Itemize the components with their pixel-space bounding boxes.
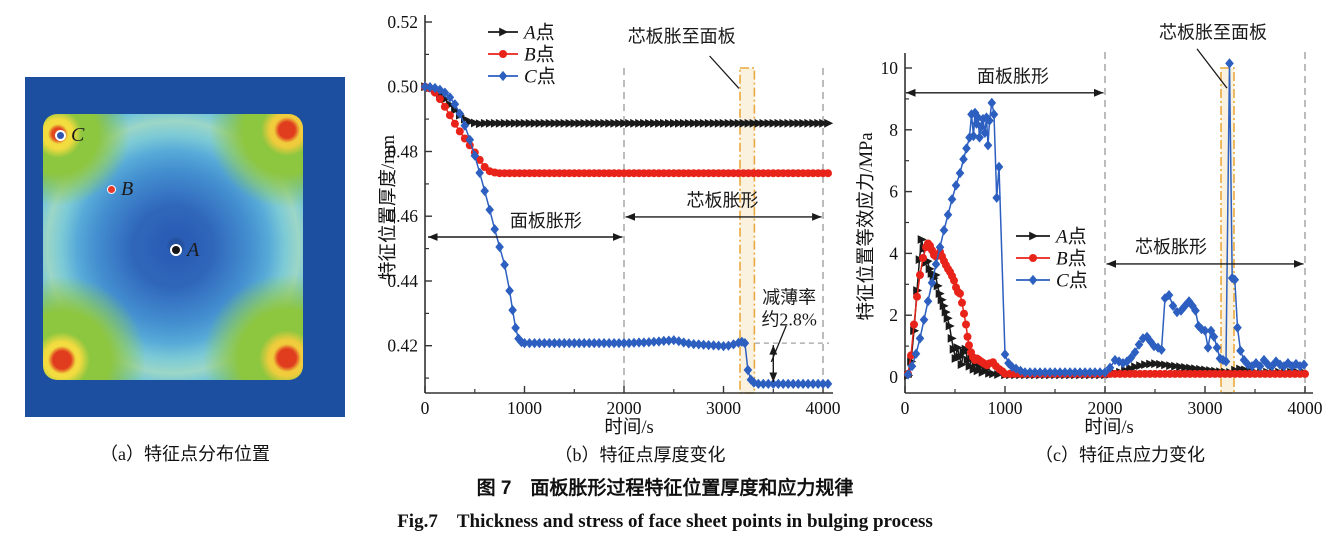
svg-text:0.44: 0.44 — [387, 271, 418, 291]
svg-text:8: 8 — [889, 120, 898, 140]
annotation-text: 面板胀形 — [510, 211, 582, 231]
point-marker-b: B — [107, 179, 133, 199]
point-a-dot — [170, 244, 182, 256]
annotation-text: 减薄率 — [762, 288, 816, 308]
svg-text:C点: C点 — [1056, 270, 1088, 292]
svg-text:0: 0 — [421, 398, 430, 418]
point-a-label: A — [187, 239, 200, 261]
svg-text:0: 0 — [901, 398, 910, 418]
svg-text:0.52: 0.52 — [387, 12, 418, 32]
legend-entry-A: A点 — [1016, 226, 1087, 248]
annotation-text: 面板胀形 — [977, 67, 1049, 87]
svg-text:3000: 3000 — [1188, 398, 1223, 418]
point-marker-c: C — [55, 125, 84, 145]
panel-b-caption: （b）特征点厚度变化 — [554, 445, 726, 465]
annotation-text: 芯板胀至面板 — [628, 27, 736, 47]
svg-text:4: 4 — [889, 243, 898, 263]
svg-text:B点: B点 — [1056, 248, 1087, 270]
series-C — [903, 58, 1309, 380]
series-A — [421, 82, 834, 129]
svg-text:3000: 3000 — [706, 398, 741, 418]
panel-c-caption: （c）特征点应力变化 — [1035, 445, 1205, 465]
legend-entry-A: A点 — [488, 22, 555, 44]
svg-text:4000: 4000 — [806, 398, 841, 418]
series-B — [421, 82, 832, 178]
x-axis-label: 时间/s — [604, 417, 653, 438]
series-C — [420, 81, 833, 389]
legend-entry-B: B点 — [1016, 248, 1087, 270]
y-axis-label: 特征位置等效应力/MPa — [856, 132, 877, 320]
annotation-text: 芯板胀形 — [687, 191, 759, 211]
svg-text:C点: C点 — [524, 66, 556, 88]
svg-text:A点: A点 — [1054, 226, 1087, 248]
thickness-chart: 0 1000 2000 3000 4000 0.42 0.44 0.46 0.48 0.50 0.5… — [378, 12, 841, 438]
legend-entry-C: C点 — [488, 66, 556, 88]
svg-text:6: 6 — [889, 182, 898, 202]
svg-text:10: 10 — [881, 58, 899, 78]
svg-text:0.46: 0.46 — [387, 206, 418, 226]
series-A — [904, 235, 1309, 380]
panel-a-caption: （a）特征点分布位置 — [100, 444, 270, 464]
point-c-dot — [55, 129, 66, 141]
svg-text:B点: B点 — [524, 44, 555, 66]
contour-map: C B A — [25, 77, 345, 417]
annotation-text: 芯板胀至面板 — [1159, 23, 1267, 43]
y-axis-label: 特征位置厚度/mm — [378, 134, 399, 280]
svg-text:A点: A点 — [522, 22, 555, 44]
svg-text:4000: 4000 — [1288, 398, 1323, 418]
point-b-dot — [107, 184, 116, 194]
figure-caption-zh: 图 7 面板胀形过程特征位置厚度和应力规律 — [476, 478, 854, 499]
figure-caption-en: Fig.7 Thickness and stress of face sheet… — [397, 511, 933, 532]
legend-entry-B: B点 — [488, 44, 555, 66]
svg-text:2000: 2000 — [607, 398, 642, 418]
x-axis-label: 时间/s — [1084, 417, 1133, 438]
point-c-label: C — [71, 124, 85, 146]
svg-text:1000: 1000 — [507, 398, 542, 418]
svg-text:0.48: 0.48 — [387, 142, 418, 162]
svg-text:1000: 1000 — [988, 398, 1023, 418]
svg-text:0.50: 0.50 — [387, 77, 418, 97]
point-marker-a: A — [170, 240, 199, 260]
point-b-label: B — [121, 178, 134, 200]
svg-text:2000: 2000 — [1088, 398, 1123, 418]
svg-text:0.42: 0.42 — [387, 336, 418, 356]
thickness-plot: 0 1000 2000 3000 4000 0.42 0.44 0.46 0.48 0.50 0.5… — [378, 12, 841, 438]
svg-text:2: 2 — [889, 305, 898, 325]
annotation-text: 约2.8% — [761, 310, 817, 330]
legend-entry-C: C点 — [1016, 270, 1088, 292]
annotation-text: 芯板胀形 — [1135, 237, 1207, 257]
svg-text:0: 0 — [889, 367, 898, 387]
